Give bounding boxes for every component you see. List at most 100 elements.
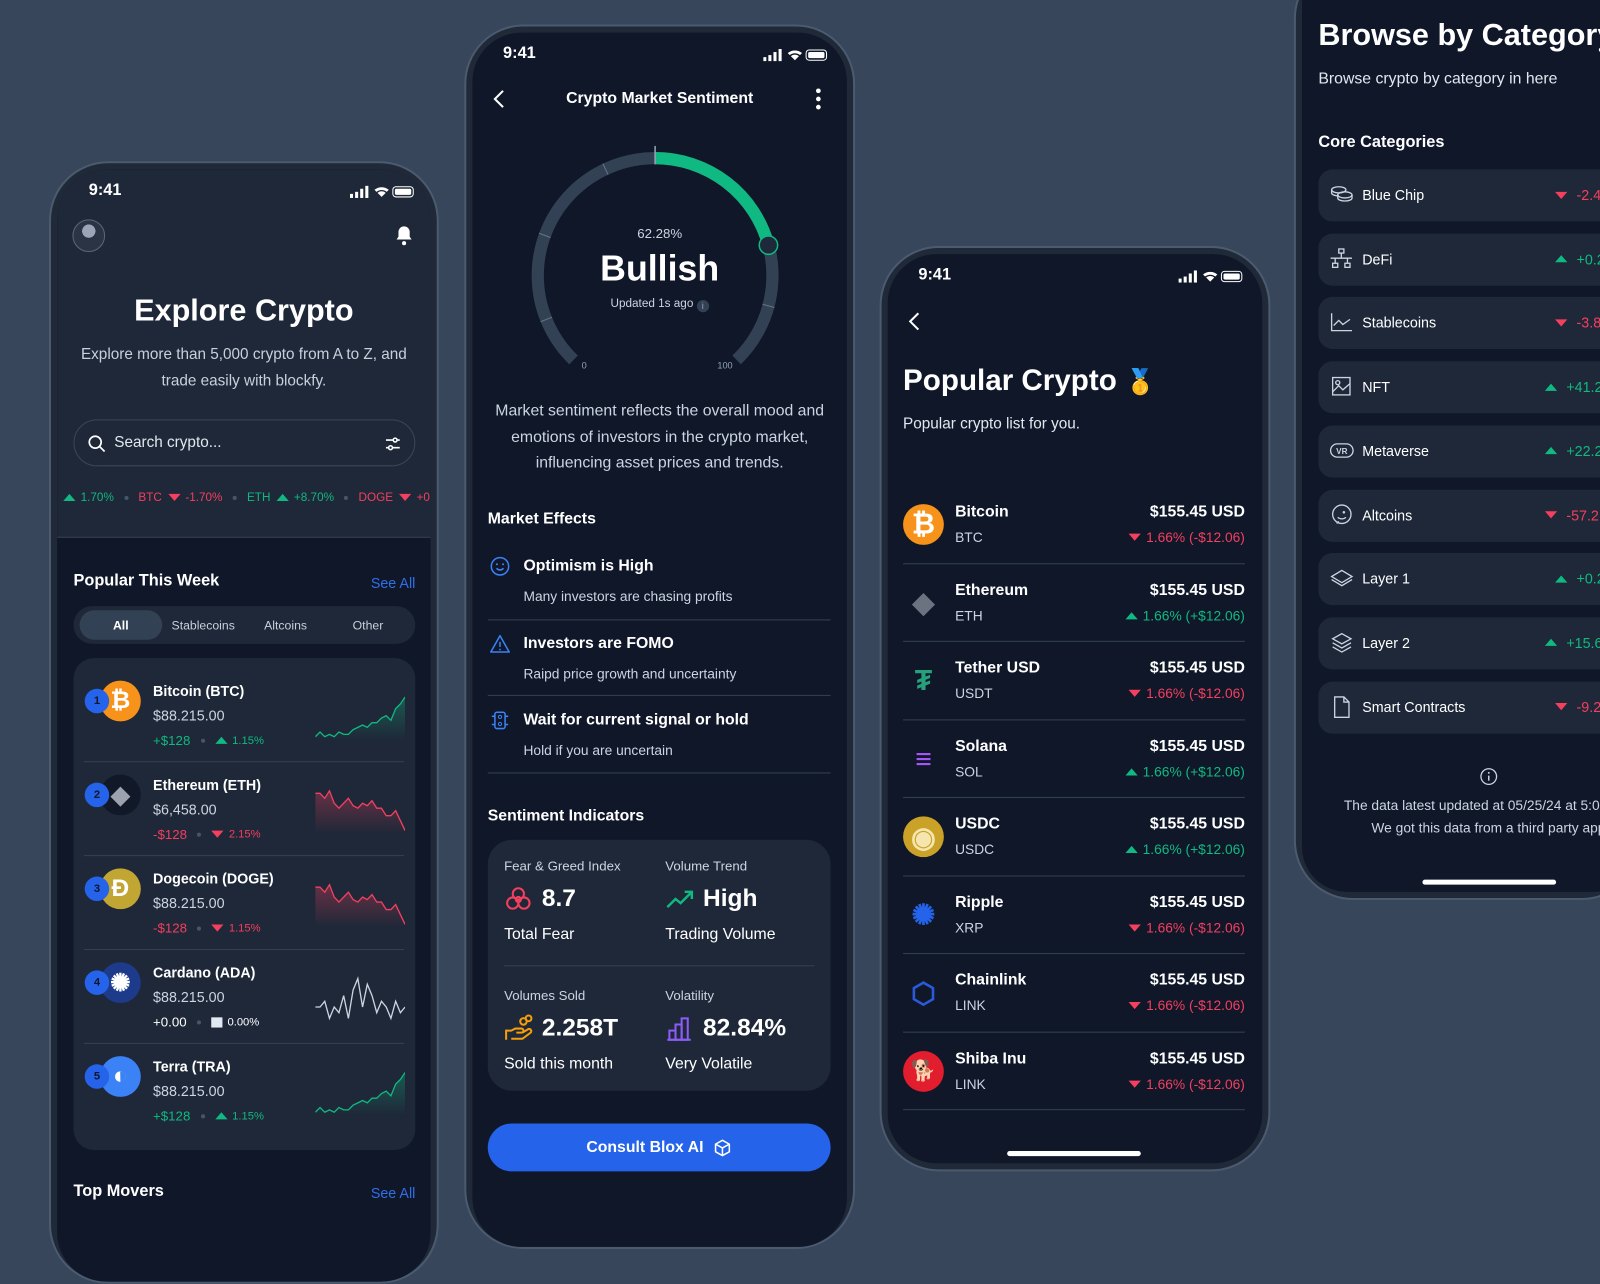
- category-smart-contracts[interactable]: Smart Contracts -9.2: [1318, 681, 1600, 734]
- category-name: Stablecoins: [1362, 314, 1437, 332]
- tab-all[interactable]: All: [79, 610, 162, 640]
- gauge-status: Bullish: [600, 248, 720, 289]
- more-options-icon[interactable]: [813, 88, 823, 110]
- coin-change: -$128 2.15%: [153, 826, 261, 844]
- search-input[interactable]: Search crypto...: [73, 419, 416, 467]
- popular-list: ₿ 1 Bitcoin (BTC) $88.215.00 +$128 1.15% ◆ 2 Eth…: [73, 658, 416, 1150]
- category-altcoins[interactable]: Altcoins -57.2: [1318, 489, 1600, 542]
- popular-row[interactable]: ✺ 4 Cardano (ADA) $88.215.00 +0.00 0.00%: [83, 950, 406, 1044]
- coin-name: Dogecoin (DOGE): [153, 870, 274, 887]
- ticker-symbol: DOGE: [358, 491, 394, 505]
- crypto-ticker: LINK: [955, 997, 986, 1014]
- category-metaverse[interactable]: VR Metaverse +22.2: [1318, 425, 1600, 478]
- search-placeholder: Search crypto...: [114, 433, 222, 452]
- category-stablecoins[interactable]: Stablecoins -3.8: [1318, 297, 1600, 350]
- indicator-label: Volume Trend: [665, 858, 748, 874]
- category-name: Blue Chip: [1362, 186, 1425, 204]
- back-chevron-icon[interactable]: [491, 89, 509, 109]
- crypto-row[interactable]: ₿ Bitcoin BTC $155.45 USD 1.66% (-$12.06): [903, 486, 1245, 564]
- coin-change: -$128 1.15%: [153, 919, 261, 937]
- coin-price: $88.215.00: [153, 707, 225, 724]
- gauge-knob[interactable]: [758, 235, 779, 256]
- wifi-icon: [787, 50, 803, 61]
- tab-other[interactable]: Other: [352, 617, 384, 633]
- battery-icon: [392, 186, 414, 198]
- category-name: DeFi: [1362, 250, 1393, 268]
- crypto-name: Shiba Inu: [955, 1049, 1027, 1067]
- change-text: 1.66% (+$12.06): [1142, 607, 1245, 623]
- effect-item: Wait for current signal or hold Hold if y…: [487, 695, 831, 773]
- consult-ai-button[interactable]: Consult Blox AI: [487, 1123, 831, 1172]
- crypto-row[interactable]: ◆ Ethereum ETH $155.45 USD 1.66% (+$12.06): [903, 564, 1245, 642]
- ticker-item[interactable]: BTC -1.70%: [138, 490, 222, 506]
- avatar[interactable]: [72, 219, 106, 253]
- indicator-label: Volatility: [665, 987, 714, 1004]
- crypto-row[interactable]: ₮ Tether USD USDT $155.45 USD 1.66% (-$12.06…: [903, 642, 1245, 720]
- popular-row[interactable]: Ð 3 Dogecoin (DOGE) $88.215.00 -$128 1.15%: [83, 856, 406, 950]
- change-text: 1.66% (-$12.06): [1146, 997, 1245, 1014]
- dot-separator: [200, 1114, 205, 1119]
- rank-badge: 5: [84, 1064, 110, 1089]
- layers-icon: [1330, 630, 1354, 654]
- description-line: trade easily with blockfy.: [161, 372, 327, 390]
- ticker-item[interactable]: 1.70%: [63, 490, 114, 506]
- crypto-ticker: XRP: [955, 919, 984, 936]
- category-defi[interactable]: DeFi +0.2: [1318, 233, 1600, 286]
- tab-altcoins[interactable]: Altcoins: [264, 617, 308, 633]
- crypto-row[interactable]: ≡ Solana SOL $155.45 USD 1.66% (+$12.06): [903, 720, 1245, 798]
- crypto-row[interactable]: ⬡ Chainlink LINK $155.45 USD 1.66% (-$12.06): [903, 954, 1245, 1033]
- wifi-icon: [374, 187, 389, 197]
- category-change: +41.2: [1544, 379, 1600, 396]
- home-indicator: [1422, 879, 1557, 885]
- ticker-item[interactable]: ETH +8.70%: [247, 490, 334, 506]
- tab-stablecoins[interactable]: Stablecoins: [171, 617, 235, 633]
- coin-price: $88.215.00: [153, 988, 225, 1006]
- crypto-row[interactable]: ✺ Ripple XRP $155.45 USD 1.66% (-$12.06): [903, 876, 1245, 955]
- arrow-down-icon: [211, 924, 224, 932]
- category-change: +0.2: [1555, 571, 1600, 588]
- change-text: 1.66% (+$12.06): [1142, 763, 1245, 780]
- coin-change: +$128 1.15%: [153, 1107, 264, 1125]
- gauge-tick: [602, 163, 609, 175]
- filter-icon[interactable]: [384, 435, 402, 453]
- arrow-down-icon: [1544, 511, 1558, 519]
- back-chevron-icon[interactable]: [906, 311, 924, 331]
- crypto-row[interactable]: 🐕 Shiba Inu LINK $155.45 USD 1.66% (-$12.06): [903, 1032, 1245, 1111]
- sentiment-gauge: [531, 145, 779, 365]
- category-blue-chip[interactable]: Blue Chip -2.4: [1318, 169, 1600, 222]
- explore-header-bg: [57, 169, 431, 538]
- crypto-row[interactable]: ◉ USDC USDC $155.45 USD 1.66% (+$12.06): [903, 798, 1245, 877]
- category-name: Layer 1: [1362, 570, 1410, 587]
- sparkline-line: [315, 696, 406, 738]
- popular-row[interactable]: ◆ 2 Ethereum (ETH) $6,458.00 -$128 2.15%: [83, 762, 406, 857]
- see-all-movers-link[interactable]: See All: [370, 1184, 416, 1202]
- change-value: -2.4: [1576, 186, 1600, 204]
- sparkline-area: [315, 884, 406, 928]
- arrow-up-icon: [1555, 575, 1568, 583]
- dot-separator: [200, 738, 205, 743]
- arrow-down-icon: [211, 830, 224, 838]
- ticker-item[interactable]: DOGE +0.7: [359, 490, 431, 506]
- info-icon[interactable]: i: [696, 299, 709, 313]
- category-nft[interactable]: NFT +41.2: [1318, 361, 1600, 414]
- description-line: Market sentiment reflects the overall mo…: [495, 402, 825, 420]
- category-change: -9.2: [1555, 699, 1600, 716]
- effect-item: Investors are FOMO Raipd price growth and…: [487, 618, 831, 696]
- status-icons: [763, 48, 828, 66]
- bell-icon[interactable]: [393, 224, 415, 246]
- category-change: -2.4: [1555, 187, 1600, 204]
- category-layer-1[interactable]: Layer 1 +0.2: [1318, 553, 1600, 606]
- change-amount: +0.00: [153, 1014, 187, 1030]
- indicator-fear-greed-index: Fear & Greed Index 8.7 Total Fear: [504, 840, 657, 962]
- see-all-popular-link[interactable]: See All: [370, 574, 416, 591]
- popular-row[interactable]: ₿ 1 Bitcoin (BTC) $88.215.00 +$128 1.15%: [83, 668, 406, 763]
- arrow-down-icon: [1128, 533, 1141, 541]
- footer-note: The data latest updated at 05/25/24 at 5…: [1343, 797, 1600, 814]
- popular-row[interactable]: ◐ 5 Terra (TRA) $88.215.00 +$128 1.15%: [84, 1044, 406, 1138]
- description-line: influencing asset prices and trends.: [535, 454, 784, 472]
- category-layer-2[interactable]: Layer 2 +15.6: [1318, 617, 1600, 670]
- crypto-change: 1.66% (-$12.06): [1128, 530, 1245, 546]
- category-change: +15.6: [1544, 635, 1600, 652]
- arrow-down-icon: [399, 493, 412, 502]
- section-title-popular: Popular This Week: [73, 572, 220, 590]
